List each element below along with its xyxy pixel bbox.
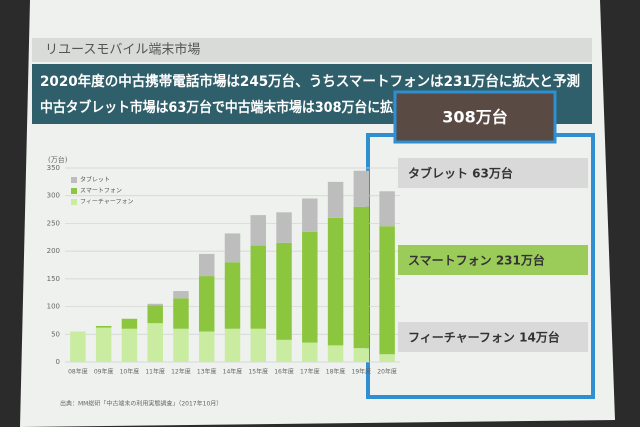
x-tick-label: 14年度: [223, 368, 243, 376]
x-tick-label: 20年度: [377, 368, 397, 376]
bar-segment: [250, 215, 266, 246]
y-tick-label: 300: [47, 192, 60, 200]
x-tick-label: 17年度: [300, 368, 320, 376]
bar-segment: [147, 303, 163, 306]
source: 出典：MM総研「中古端末の利用実態調査」（2017年10月）: [60, 400, 222, 408]
y-tick-label: 200: [47, 247, 60, 255]
bar-segment: [224, 262, 241, 329]
bar-segment: [379, 354, 395, 362]
bar-segment: [302, 342, 318, 362]
total-box: [393, 90, 557, 144]
bar-segment: [379, 226, 395, 355]
bar-segment: [327, 181, 344, 218]
y-tick-label: 50: [51, 330, 60, 338]
callout-label: タブレット 63万台: [408, 166, 513, 181]
x-tick-label: 19年度: [352, 368, 372, 376]
bar-segment: [199, 276, 215, 332]
bar-segment: [353, 170, 370, 207]
bar-segment: [327, 345, 344, 362]
bar-segment: [250, 245, 266, 329]
x-tick-label: 08年度: [68, 368, 88, 376]
bar-segment: [147, 305, 163, 324]
callout-band: [398, 158, 588, 188]
bar-segment: [121, 328, 138, 362]
bar-segment: [353, 348, 370, 362]
x-tick-label: 16年度: [274, 368, 294, 376]
callout-label: スマートフォン 231万台: [408, 253, 545, 268]
bar-segment: [70, 331, 86, 362]
callout-band: [398, 245, 588, 275]
headline-line: 中古タブレット市場は63万台で中古端末市場は308万台に拡大すると予測: [40, 99, 470, 116]
bar-segment: [276, 212, 292, 243]
bar-segment: [95, 325, 112, 328]
legend-swatch: [71, 199, 77, 205]
x-tick-label: 09年度: [94, 368, 114, 376]
legend-label: タブレット: [80, 176, 110, 184]
bar-segment: [276, 242, 292, 340]
x-tick-label: 18年度: [326, 368, 346, 376]
legend-label: スマートフォン: [80, 188, 122, 195]
bar-segment: [95, 327, 112, 362]
bar-segment: [121, 318, 138, 329]
y-tick-label: 100: [47, 303, 60, 311]
bar-segment: [379, 191, 395, 227]
x-tick-label: 11年度: [145, 368, 165, 376]
bar-segment: [199, 253, 215, 277]
bar-segment: [224, 233, 241, 263]
callout-band: [398, 322, 588, 352]
bar-segment: [302, 198, 318, 232]
bar-segment: [173, 298, 189, 329]
bar-segment: [353, 206, 370, 349]
y-tick-label: 250: [47, 219, 60, 227]
x-tick-label: 13年度: [197, 368, 217, 376]
y-tick-label: 350: [47, 164, 60, 172]
bar-segment: [173, 328, 189, 362]
x-tick-label: 12年度: [171, 368, 191, 376]
y-tick-label: 150: [47, 275, 60, 283]
bar-segment: [199, 331, 215, 362]
legend-swatch: [71, 177, 77, 183]
section-title: リユースモバイル端末市場: [45, 42, 200, 58]
bar-segment: [276, 339, 292, 362]
bar-segment: [302, 231, 318, 343]
x-tick-label: 15年度: [248, 368, 268, 376]
callout-label: フィーチャーフォン 14万台: [408, 330, 560, 345]
headline-line: 2020年度の中古携帯電話市場は245万台、うちスマートフォンは231万台に拡大…: [40, 73, 580, 90]
bar-segment: [224, 328, 241, 362]
bar-segment: [327, 217, 344, 346]
total-label: 308万台: [442, 108, 507, 127]
bar-segment: [250, 328, 266, 362]
bar-segment: [173, 291, 189, 299]
section-bar: [32, 38, 592, 62]
bar-segment: [147, 323, 163, 362]
legend-swatch: [71, 188, 77, 194]
y-axis-label: (万台): [48, 155, 68, 164]
legend-label: フィーチャーフォン: [80, 199, 133, 206]
y-tick-label: 0: [56, 358, 60, 366]
x-tick-label: 10年度: [120, 368, 140, 376]
